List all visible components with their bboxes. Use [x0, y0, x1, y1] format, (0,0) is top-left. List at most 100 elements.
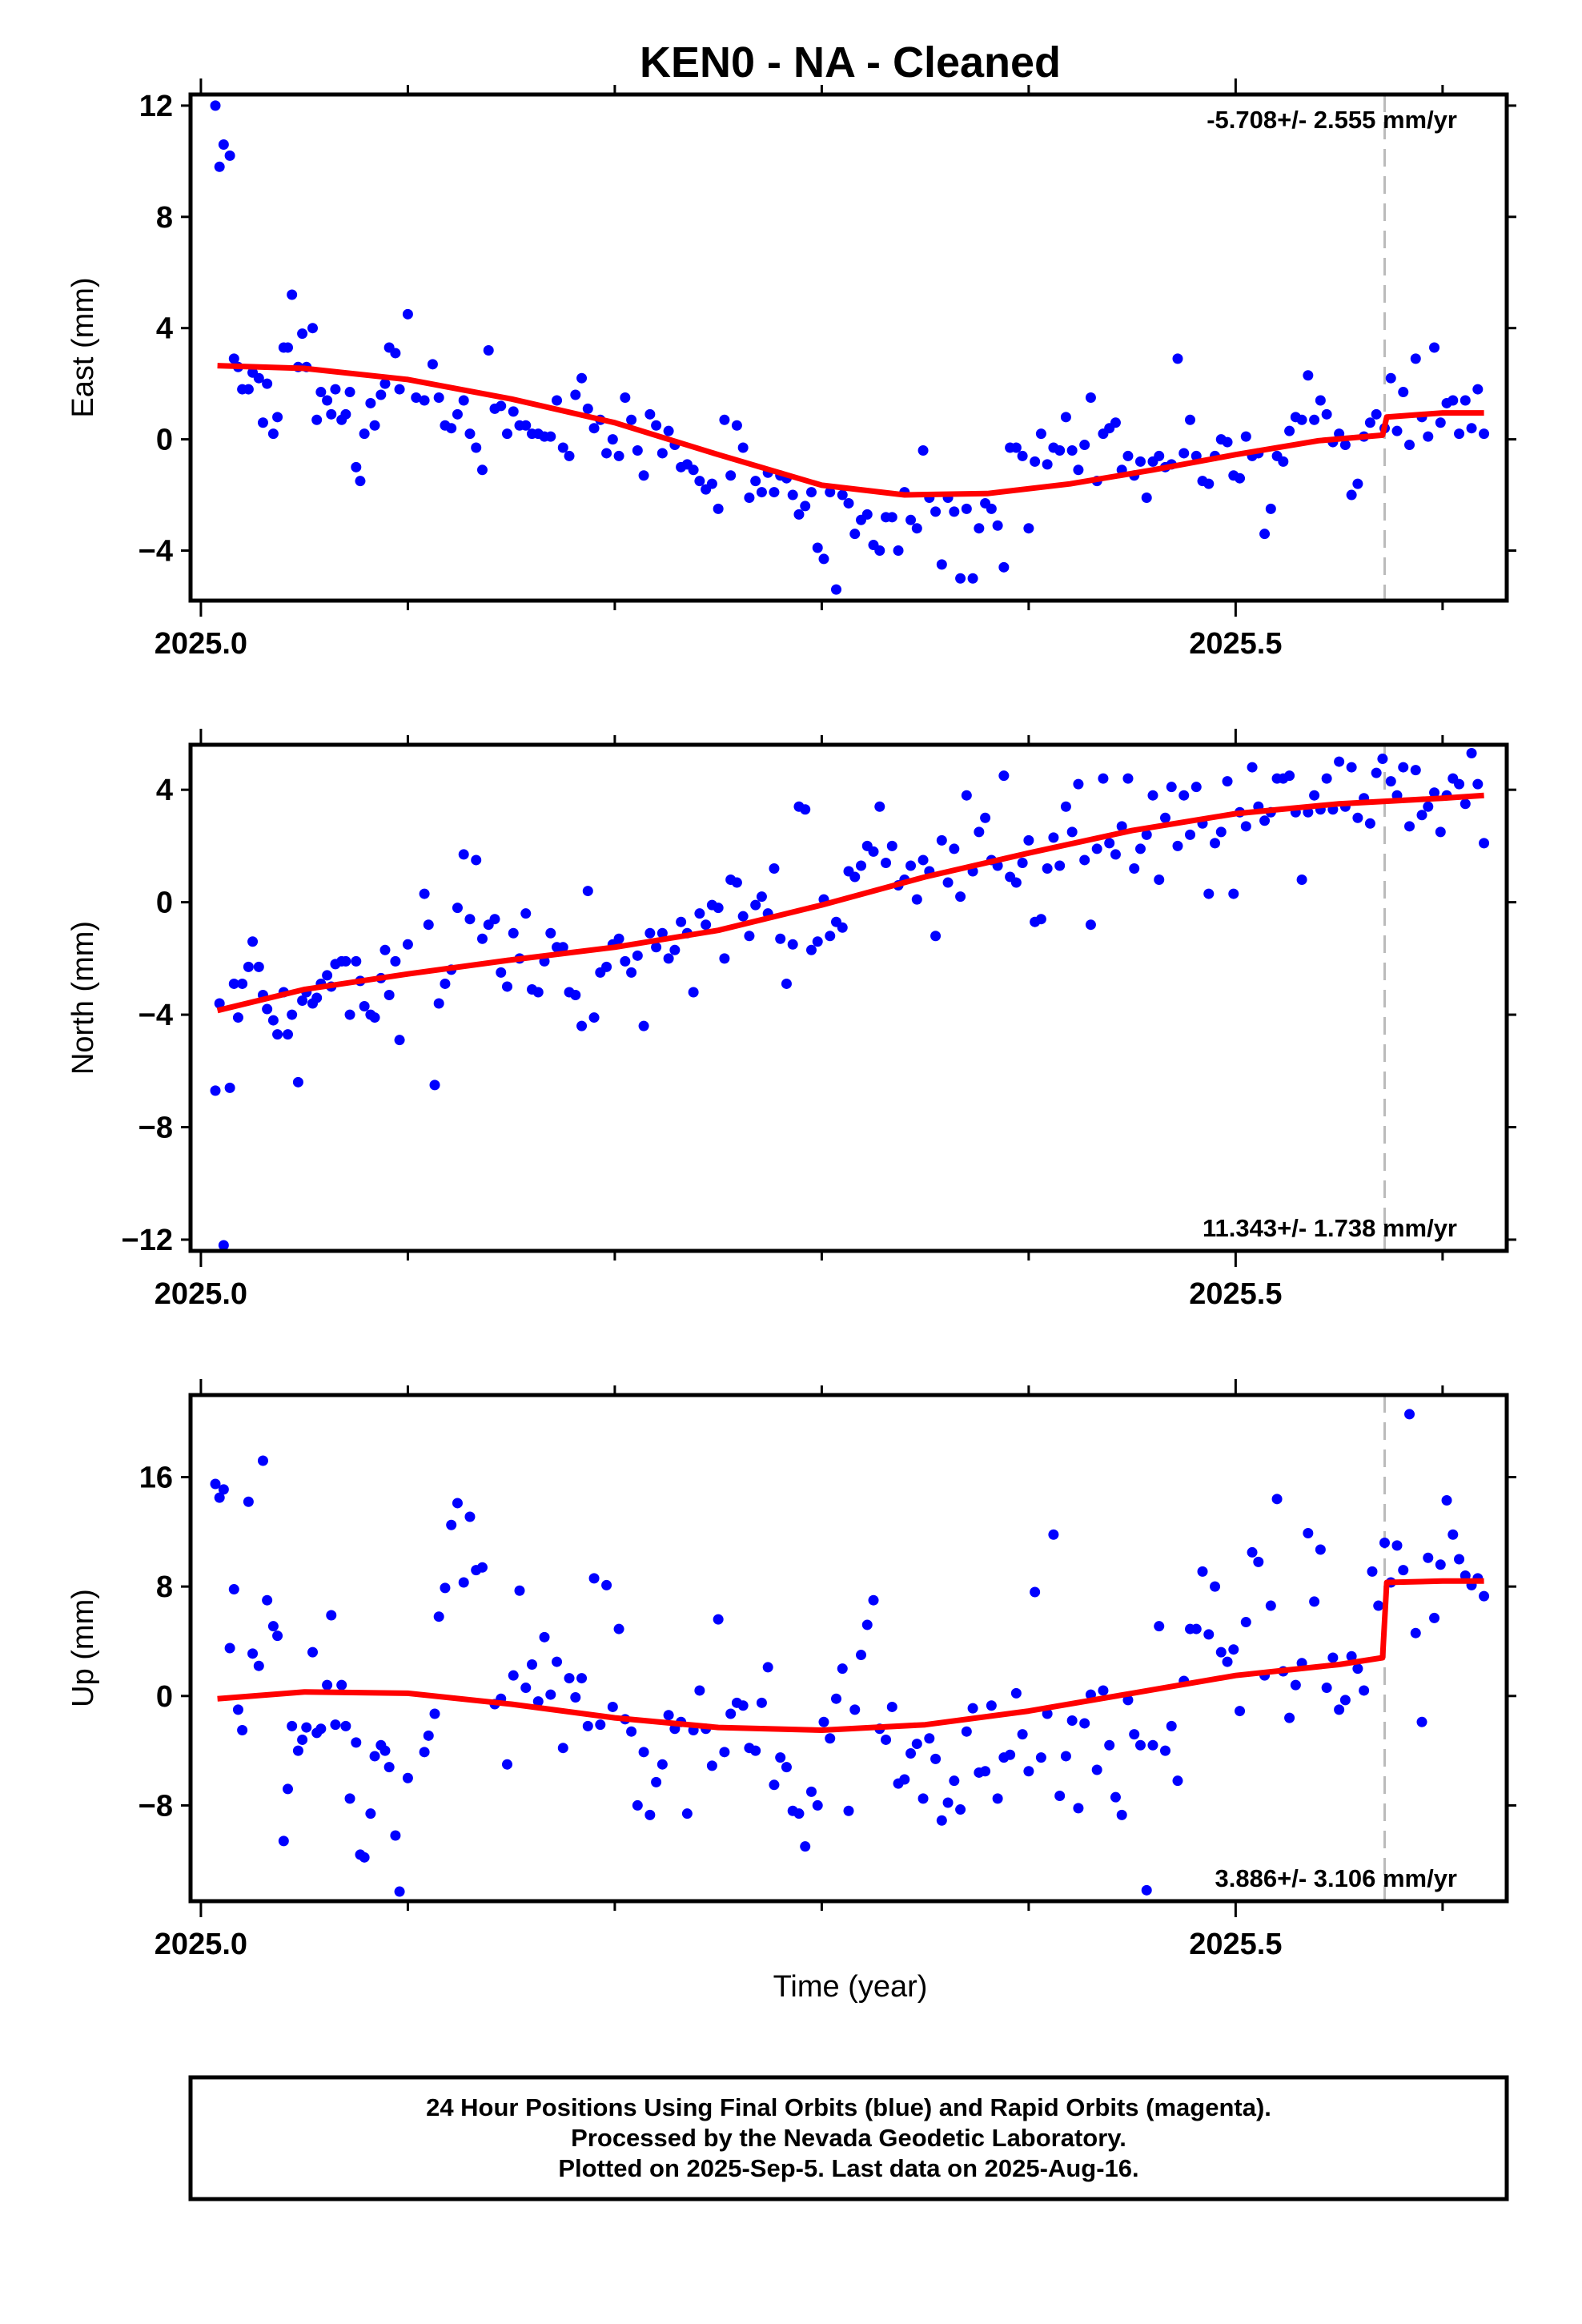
north-data-point	[1017, 857, 1028, 868]
north-data-point	[805, 944, 817, 955]
east-data-point	[1172, 353, 1183, 364]
north-data-point	[688, 987, 699, 998]
up-data-point	[756, 1697, 767, 1708]
north-ytick-label: 4	[156, 774, 173, 807]
north-data-point	[282, 1029, 293, 1040]
up-data-point	[1352, 1663, 1363, 1675]
north-data-point	[1203, 888, 1215, 899]
east-data-point	[1278, 456, 1289, 467]
up-data-point	[595, 1719, 606, 1731]
north-data-point	[620, 955, 631, 967]
up-data-point	[706, 1760, 717, 1771]
east-data-point	[1364, 417, 1375, 428]
east-data-point	[365, 397, 376, 408]
up-data-point	[775, 1752, 786, 1763]
up-data-point	[1228, 1644, 1239, 1655]
north-data-point	[1110, 849, 1121, 860]
east-data-point	[992, 520, 1003, 531]
up-data-point	[557, 1743, 568, 1754]
north-data-point	[228, 978, 239, 989]
up-data-point	[1010, 1687, 1022, 1699]
up-data-point	[1110, 1791, 1121, 1803]
north-data-point	[812, 936, 823, 947]
east-data-point	[375, 389, 387, 400]
up-data-point	[1321, 1683, 1332, 1694]
north-data-point	[433, 998, 444, 1009]
up-data-point	[1429, 1612, 1440, 1623]
north-data-point	[1178, 790, 1190, 801]
up-data-point	[446, 1519, 457, 1530]
up-data-point	[1435, 1559, 1446, 1570]
east-data-point	[651, 420, 662, 431]
east-data-point	[545, 431, 556, 442]
up-data-point	[837, 1663, 848, 1675]
up-data-point	[272, 1630, 283, 1642]
north-data-point	[210, 1085, 221, 1096]
north-data-point	[1122, 773, 1134, 784]
up-data-point	[440, 1582, 451, 1594]
north-data-point	[663, 953, 674, 964]
east-data-point	[1265, 503, 1276, 514]
up-data-point	[520, 1683, 532, 1694]
north-data-point	[1035, 914, 1046, 925]
east-data-point	[1352, 478, 1363, 489]
north-data-point	[911, 894, 922, 905]
up-data-point	[911, 1739, 922, 1750]
east-ytick-label: 4	[156, 312, 173, 346]
north-data-point	[1215, 826, 1227, 838]
north-data-point	[1466, 748, 1477, 759]
up-data-point	[307, 1647, 319, 1658]
east-data-point	[737, 442, 749, 453]
north-data-point	[1284, 770, 1295, 782]
north-data-point	[1091, 843, 1102, 854]
east-data-point	[961, 503, 972, 514]
up-data-point	[1309, 1596, 1320, 1607]
east-data-point	[576, 372, 588, 384]
north-data-point	[267, 1015, 279, 1026]
north-data-point	[998, 770, 1010, 782]
north-data-point	[520, 908, 532, 919]
east-data-point	[1178, 448, 1190, 459]
up-data-point	[1327, 1652, 1339, 1663]
north-data-point	[1159, 812, 1170, 823]
north-data-point	[787, 939, 798, 950]
north-data-point	[423, 919, 434, 931]
north-data-point	[756, 891, 767, 903]
north-data-point	[218, 1240, 229, 1251]
east-data-point	[557, 442, 568, 453]
east-data-point	[843, 497, 854, 509]
east-data-point	[446, 423, 457, 434]
up-data-point	[856, 1650, 867, 1661]
east-data-point	[861, 509, 873, 520]
up-data-point	[514, 1585, 525, 1596]
up-xtick-label: 2025.5	[1189, 1928, 1282, 1961]
east-data-point	[433, 392, 444, 404]
east-data-point	[917, 444, 929, 456]
north-data-point	[1352, 812, 1363, 823]
up-data-point	[564, 1673, 575, 1684]
up-data-point	[992, 1793, 1003, 1804]
east-data-point	[756, 487, 767, 498]
east-data-point	[1203, 478, 1215, 489]
east-data-point	[825, 487, 836, 498]
north-data-point	[1460, 798, 1471, 810]
up-data-point	[1098, 1685, 1109, 1696]
east-data-point	[326, 408, 337, 420]
north-data-point	[775, 933, 786, 944]
east-data-point	[287, 289, 298, 300]
east-data-point	[930, 506, 942, 517]
north-data-point	[1191, 782, 1202, 793]
north-data-point	[632, 950, 643, 961]
up-data-point	[237, 1724, 248, 1735]
east-data-point	[282, 342, 293, 353]
up-data-point	[961, 1726, 972, 1737]
up-data-point	[210, 1478, 221, 1490]
north-data-point	[1364, 818, 1375, 829]
up-data-point	[344, 1793, 355, 1804]
north-rate-label: 11.343+/- 1.738 mm/yr	[1203, 1214, 1457, 1242]
up-data-point	[1060, 1751, 1071, 1762]
east-data-point	[663, 425, 674, 436]
up-data-point	[1210, 1581, 1221, 1592]
north-data-point	[874, 801, 885, 812]
east-data-point	[750, 476, 761, 487]
